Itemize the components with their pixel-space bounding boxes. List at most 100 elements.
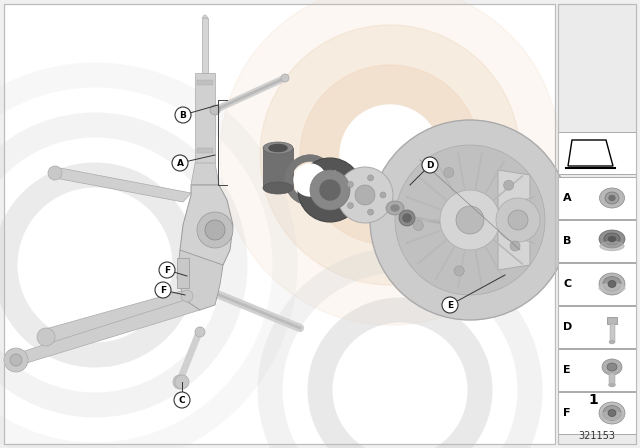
Ellipse shape <box>609 383 615 387</box>
Circle shape <box>320 180 340 200</box>
Bar <box>195 73 215 163</box>
Circle shape <box>205 220 225 240</box>
Circle shape <box>456 206 484 234</box>
Circle shape <box>195 327 205 337</box>
Circle shape <box>454 266 464 276</box>
Text: B: B <box>563 236 572 246</box>
Bar <box>609 373 615 385</box>
Ellipse shape <box>386 201 404 215</box>
Text: 321153: 321153 <box>579 431 616 441</box>
Bar <box>558 177 636 219</box>
Text: B: B <box>180 111 186 120</box>
Circle shape <box>220 0 560 325</box>
Bar <box>4 4 555 444</box>
Circle shape <box>260 25 520 285</box>
Ellipse shape <box>269 145 287 151</box>
Bar <box>4 4 555 444</box>
Wedge shape <box>310 171 337 189</box>
Bar <box>558 220 636 262</box>
Ellipse shape <box>602 359 622 375</box>
Text: C: C <box>179 396 186 405</box>
Circle shape <box>355 185 375 205</box>
Circle shape <box>510 241 520 251</box>
Circle shape <box>298 158 362 222</box>
Circle shape <box>348 202 353 209</box>
Circle shape <box>197 212 233 248</box>
Circle shape <box>281 74 289 82</box>
Circle shape <box>496 198 540 242</box>
Polygon shape <box>180 185 233 275</box>
Circle shape <box>403 214 411 222</box>
Circle shape <box>155 282 171 298</box>
Circle shape <box>300 65 480 245</box>
Polygon shape <box>498 170 530 270</box>
Polygon shape <box>191 163 219 185</box>
Text: A: A <box>563 193 572 203</box>
Ellipse shape <box>599 230 625 248</box>
Ellipse shape <box>391 205 399 211</box>
Text: D: D <box>426 160 434 169</box>
Circle shape <box>367 209 374 215</box>
Circle shape <box>175 375 189 389</box>
Bar <box>558 349 636 391</box>
Circle shape <box>172 155 188 171</box>
Circle shape <box>367 175 374 181</box>
Circle shape <box>181 290 193 302</box>
Ellipse shape <box>607 363 617 371</box>
Ellipse shape <box>608 409 616 417</box>
Circle shape <box>4 348 28 372</box>
Text: 1: 1 <box>588 393 598 407</box>
Bar <box>558 4 636 444</box>
Ellipse shape <box>263 142 293 154</box>
Circle shape <box>348 181 353 187</box>
Text: F: F <box>164 266 170 275</box>
Circle shape <box>175 107 191 123</box>
Circle shape <box>173 375 187 389</box>
Text: F: F <box>160 285 166 294</box>
Bar <box>558 4 636 444</box>
Circle shape <box>294 164 326 196</box>
Bar <box>558 4 636 444</box>
Polygon shape <box>12 300 200 365</box>
Text: C: C <box>563 279 571 289</box>
Text: A: A <box>177 159 184 168</box>
Bar <box>558 392 636 434</box>
Circle shape <box>310 170 350 210</box>
Circle shape <box>210 105 220 115</box>
Ellipse shape <box>608 280 616 288</box>
Ellipse shape <box>604 233 620 245</box>
Circle shape <box>37 328 55 346</box>
Bar <box>263 148 293 188</box>
Circle shape <box>10 354 22 366</box>
Circle shape <box>440 190 500 250</box>
Bar <box>197 148 213 153</box>
Bar <box>607 317 617 324</box>
Bar <box>558 306 636 348</box>
Bar <box>177 258 189 288</box>
Bar <box>202 18 208 73</box>
Circle shape <box>504 180 514 190</box>
Bar <box>609 324 614 342</box>
Text: F: F <box>563 408 570 418</box>
Circle shape <box>48 166 62 180</box>
Ellipse shape <box>599 402 625 424</box>
Bar <box>197 80 213 85</box>
Ellipse shape <box>603 405 621 421</box>
Circle shape <box>442 297 458 313</box>
Polygon shape <box>55 168 191 202</box>
Circle shape <box>159 262 175 278</box>
Circle shape <box>508 210 528 230</box>
Circle shape <box>337 167 393 223</box>
Ellipse shape <box>599 284 625 293</box>
Polygon shape <box>42 290 210 345</box>
Bar <box>4 4 555 444</box>
Ellipse shape <box>600 188 625 208</box>
Circle shape <box>174 392 190 408</box>
Ellipse shape <box>605 192 619 204</box>
Circle shape <box>380 192 386 198</box>
Polygon shape <box>177 250 223 310</box>
Text: D: D <box>563 322 572 332</box>
Circle shape <box>444 168 454 177</box>
Ellipse shape <box>603 276 621 292</box>
Ellipse shape <box>600 412 624 420</box>
